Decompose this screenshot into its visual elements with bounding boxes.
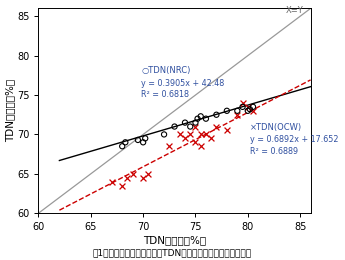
Point (203, 132, 209, 136)
Point (198, 114, 204, 118)
Text: 図1　メドウフェスク生草のTDN含量の実測値と推定値の関係: 図1 メドウフェスク生草のTDN含量の実測値と推定値の関係 (93, 248, 252, 257)
Point (182, 136, 188, 140)
Point (135, 138, 141, 142)
Point (240, 101, 245, 105)
Point (125, 176, 130, 180)
Point (235, 109, 240, 113)
Point (214, 113, 219, 117)
X-axis label: TDN実測値（%）: TDN実測値（%） (143, 235, 206, 245)
Point (167, 144, 172, 148)
Point (161, 132, 167, 136)
Point (235, 113, 240, 117)
Text: X=Y: X=Y (286, 6, 304, 15)
Point (172, 125, 177, 129)
Point (214, 125, 219, 129)
Point (203, 116, 209, 121)
Point (208, 136, 214, 140)
Text: ○TDN(NRC): ○TDN(NRC) (141, 66, 190, 75)
Point (177, 132, 183, 136)
Point (193, 125, 198, 129)
Y-axis label: TDN推定値（%）: TDN推定値（%） (6, 79, 16, 142)
Point (250, 105, 256, 109)
Point (187, 132, 193, 136)
Point (247, 107, 253, 111)
Text: R² = 0.6889: R² = 0.6889 (250, 147, 298, 156)
Point (245, 109, 250, 113)
Point (119, 184, 125, 188)
Point (198, 144, 204, 148)
Point (119, 144, 125, 148)
Point (195, 116, 200, 121)
Point (109, 180, 115, 184)
Point (122, 140, 128, 144)
Point (245, 105, 250, 109)
Point (224, 109, 230, 113)
Text: y = 0.3905x + 42.48: y = 0.3905x + 42.48 (141, 79, 224, 88)
Point (193, 140, 198, 144)
Point (140, 140, 146, 144)
Point (240, 105, 245, 109)
Point (140, 176, 146, 180)
Point (130, 172, 136, 176)
Point (224, 128, 230, 133)
Point (142, 136, 148, 140)
Point (250, 109, 256, 113)
Point (198, 132, 204, 136)
Point (146, 172, 151, 176)
Point (187, 125, 193, 129)
Text: R² = 0.6818: R² = 0.6818 (141, 90, 189, 99)
Text: y = 0.6892x + 17.652: y = 0.6892x + 17.652 (250, 135, 338, 144)
Text: ×TDN(OCW): ×TDN(OCW) (250, 124, 302, 133)
Point (193, 121, 198, 125)
Point (182, 121, 188, 125)
